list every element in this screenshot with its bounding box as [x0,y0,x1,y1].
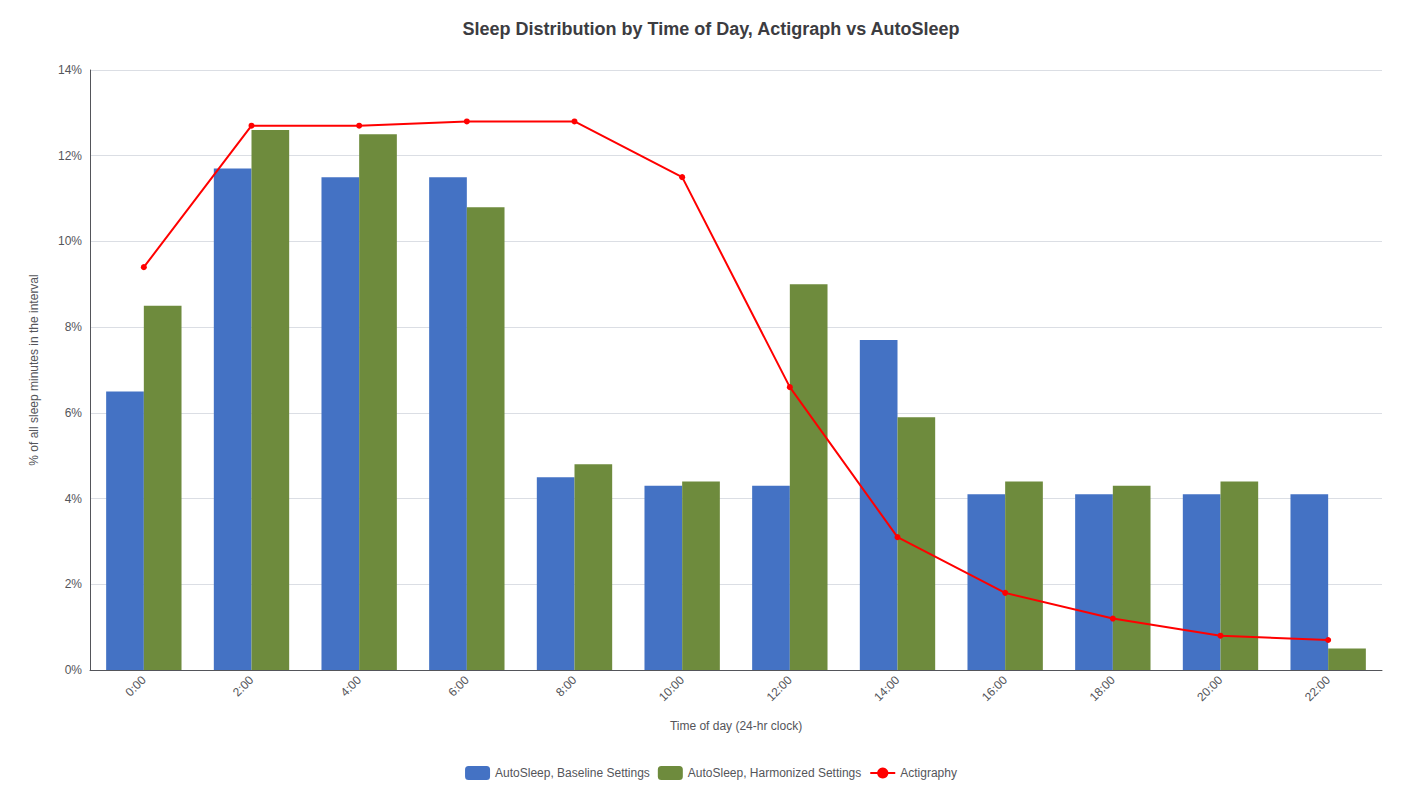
svg-text:0:00: 0:00 [122,673,149,700]
svg-text:Actigraphy: Actigraphy [900,766,957,780]
svg-text:AutoSleep, Baseline Settings: AutoSleep, Baseline Settings [495,766,650,780]
svg-text:4:00: 4:00 [338,673,365,700]
svg-text:12:00: 12:00 [764,673,795,704]
svg-text:10:00: 10:00 [656,673,687,704]
svg-text:8:00: 8:00 [553,673,580,700]
svg-text:2:00: 2:00 [230,673,257,700]
svg-text:4%: 4% [65,492,83,506]
svg-text:14%: 14% [58,63,82,77]
svg-text:Time of day (24-hr clock): Time of day (24-hr clock) [670,719,802,733]
svg-text:2%: 2% [65,577,83,591]
svg-text:22:00: 22:00 [1302,673,1333,704]
svg-text:16:00: 16:00 [979,673,1010,704]
svg-text:12%: 12% [58,149,82,163]
svg-text:8%: 8% [65,320,83,334]
svg-text:AutoSleep, Harmonized Settings: AutoSleep, Harmonized Settings [688,766,861,780]
svg-text:Sleep Distribution by Time of: Sleep Distribution by Time of Day, Actig… [462,19,959,39]
svg-text:20:00: 20:00 [1194,673,1225,704]
svg-text:0%: 0% [65,663,83,677]
svg-text:6:00: 6:00 [445,673,472,700]
svg-text:10%: 10% [58,234,82,248]
svg-text:% of all sleep minutes in the: % of all sleep minutes in the interval [27,274,41,465]
svg-text:6%: 6% [65,406,83,420]
svg-text:18:00: 18:00 [1087,673,1118,704]
svg-text:14:00: 14:00 [871,673,902,704]
